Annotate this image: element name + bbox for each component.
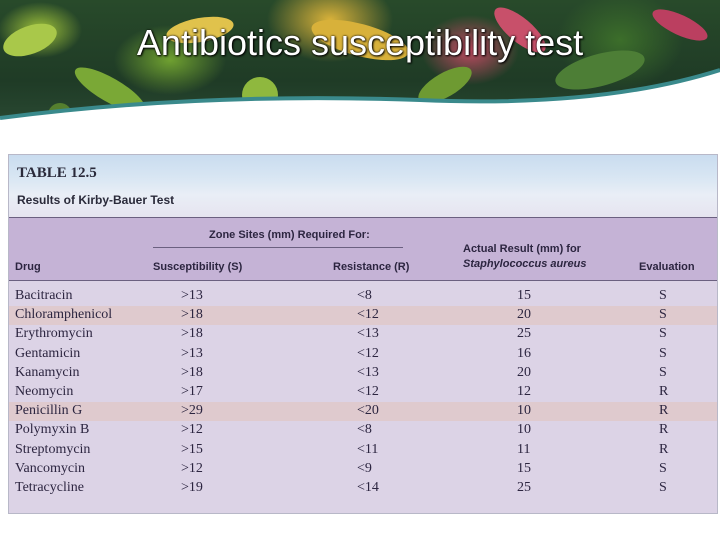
evaluation-cell: R: [659, 441, 669, 457]
drug-cell: Streptomycin: [15, 441, 91, 457]
actual-header-line2: Staphylococcus aureus: [463, 258, 587, 270]
drug-header: Drug: [15, 261, 41, 273]
resistance-cell: <12: [357, 307, 379, 323]
table-row: Erythromycin >18 <13 25 S: [9, 325, 717, 344]
actual-result-cell: 20: [517, 307, 531, 323]
drug-cell: Vancomycin: [15, 460, 85, 476]
resistance-cell: <20: [357, 403, 379, 419]
susceptibility-cell: >29: [181, 403, 203, 419]
zone-group-rule: [153, 247, 403, 248]
drug-cell: Kanamycin: [15, 364, 80, 380]
drug-cell: Penicillin G: [15, 403, 83, 419]
susceptibility-cell: >12: [181, 422, 203, 438]
actual-result-cell: 12: [517, 384, 531, 399]
drug-cell: Erythromycin: [15, 326, 93, 342]
actual-result-cell: 10: [517, 422, 531, 438]
table-caption: TABLE 12.5: [17, 165, 97, 181]
evaluation-header: Evaluation: [639, 261, 695, 273]
table-row: Penicillin G >29 <20 10 R: [9, 402, 717, 422]
drug-cell: Polymyxin B: [15, 422, 90, 438]
evaluation-cell: R: [659, 384, 669, 399]
table-row: Bacitracin >13 <8 15 S: [9, 287, 717, 306]
actual-result-cell: 25: [517, 480, 531, 495]
evaluation-cell: S: [659, 480, 667, 495]
header-bottom-rule: [9, 280, 717, 281]
resistance-cell: <8: [357, 422, 372, 438]
resistance-cell: <12: [357, 345, 379, 361]
susceptibility-cell: >13: [181, 288, 203, 303]
evaluation-cell: S: [659, 364, 667, 380]
table-row: Tetracycline >19 <14 25 S: [9, 479, 717, 498]
table-row: Chloramphenicol >18 <12 20 S: [9, 306, 717, 326]
table-row: Neomycin >17 <12 12 R: [9, 383, 717, 402]
actual-header-line1: Actual Result (mm) for: [463, 243, 581, 255]
evaluation-cell: S: [659, 288, 667, 303]
resistance-cell: <11: [357, 441, 379, 457]
susceptibility-cell: >15: [181, 441, 203, 457]
resistance-header: Resistance (R): [333, 261, 410, 273]
drug-cell: Chloramphenicol: [15, 307, 113, 323]
resistance-cell: <9: [357, 460, 372, 476]
actual-result-cell: 25: [517, 326, 531, 342]
table-row: Vancomycin >12 <9 15 S: [9, 460, 717, 479]
actual-result-cell: 16: [517, 345, 531, 361]
evaluation-cell: S: [659, 307, 667, 323]
banner-swoosh: [0, 68, 720, 135]
evaluation-cell: S: [659, 460, 667, 476]
drug-cell: Neomycin: [15, 384, 74, 399]
table-header: [9, 217, 717, 281]
table-subtitle: Results of Kirby-Bauer Test: [17, 193, 175, 207]
actual-result-cell: 11: [517, 441, 531, 457]
zone-group-header: Zone Sites (mm) Required For:: [209, 229, 370, 241]
drug-cell: Tetracycline: [15, 480, 84, 495]
resistance-cell: <13: [357, 326, 379, 342]
drug-cell: Gentamicin: [15, 345, 81, 361]
table-row: Streptomycin >15 <11 11 R: [9, 441, 717, 460]
susceptibility-cell: >19: [181, 480, 203, 495]
susceptibility-cell: >18: [181, 326, 203, 342]
drug-cell: Bacitracin: [15, 288, 73, 303]
evaluation-cell: R: [659, 403, 669, 419]
header-banner: Antibiotics susceptibility test: [0, 0, 720, 135]
susceptibility-cell: >13: [181, 345, 203, 361]
actual-result-cell: 20: [517, 364, 531, 380]
susceptibility-cell: >18: [181, 307, 203, 323]
results-table: TABLE 12.5 Results of Kirby-Bauer Test Z…: [8, 154, 718, 514]
actual-result-cell: 15: [517, 460, 531, 476]
evaluation-cell: S: [659, 345, 667, 361]
resistance-cell: <14: [357, 480, 379, 495]
table-row: Polymyxin B >12 <8 10 R: [9, 421, 717, 440]
actual-result-cell: 10: [517, 403, 531, 419]
table-row: Gentamicin >13 <12 16 S: [9, 345, 717, 364]
evaluation-cell: R: [659, 422, 669, 438]
susceptibility-cell: >17: [181, 384, 203, 399]
evaluation-cell: S: [659, 326, 667, 342]
susceptibility-header: Susceptibility (S): [153, 261, 243, 273]
actual-result-cell: 15: [517, 288, 531, 303]
susceptibility-cell: >12: [181, 460, 203, 476]
resistance-cell: <13: [357, 364, 379, 380]
table-row: Kanamycin >18 <13 20 S: [9, 364, 717, 383]
header-top-rule: [9, 217, 717, 218]
slide-title: Antibiotics susceptibility test: [136, 22, 584, 63]
susceptibility-cell: >18: [181, 364, 203, 380]
resistance-cell: <12: [357, 384, 379, 399]
resistance-cell: <8: [357, 288, 372, 303]
